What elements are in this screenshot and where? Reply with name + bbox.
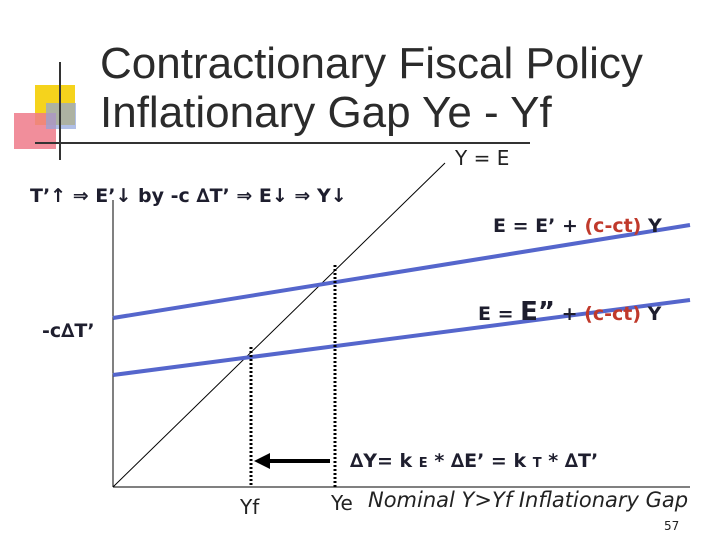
yf-label: Yf bbox=[239, 495, 260, 519]
line-equation: E = E” + (c-ct) Y bbox=[478, 297, 662, 327]
note: Nominal Y>Yf Inflationary Gap bbox=[368, 488, 688, 512]
line-label: Y = E bbox=[454, 146, 509, 170]
chain-text: T’↑ ⇒ E’↓ by -c ∆T’ ⇒ E↓ ⇒ Y↓ bbox=[30, 185, 347, 207]
expenditure-line bbox=[112, 223, 691, 320]
title: Inflationary Gap Ye - Yf bbox=[100, 88, 552, 137]
eq-coef: (c-ct) bbox=[584, 303, 641, 325]
title: Contractionary Fiscal Policy bbox=[100, 39, 643, 88]
eq-sub: T bbox=[533, 456, 542, 471]
arrow-head bbox=[254, 453, 270, 469]
line-equation: E = E’ + (c-ct) Y bbox=[493, 215, 662, 237]
eq-part: * ∆E’ = k bbox=[434, 450, 526, 472]
expenditure-line bbox=[112, 298, 691, 377]
eq-part: Y bbox=[647, 303, 662, 325]
line-45 bbox=[112, 162, 446, 488]
eq-part: Y bbox=[647, 215, 662, 237]
eq-coef: (c-ct) bbox=[585, 215, 642, 237]
eq-part: E = E’ + bbox=[493, 215, 578, 237]
eq-part: E” bbox=[520, 297, 555, 327]
eq-part: E = bbox=[478, 303, 520, 325]
multiplier: ∆Y= k E * ∆E’ = k T * ∆T’ bbox=[350, 450, 598, 472]
shift-label: -c∆T’ bbox=[42, 320, 95, 342]
ye-label: Ye bbox=[330, 491, 353, 515]
eq-part: ∆Y= k bbox=[350, 450, 413, 472]
eq-sub: E bbox=[419, 456, 428, 471]
eq-part: + bbox=[555, 303, 578, 325]
page-number: 57 bbox=[664, 519, 679, 533]
eq-part: * ∆T’ bbox=[548, 450, 598, 472]
